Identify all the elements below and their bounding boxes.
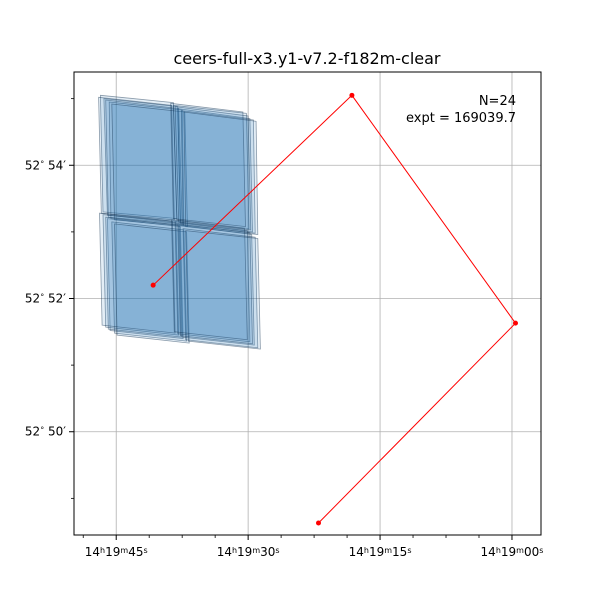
pointing-path-line: [152, 94, 517, 524]
y-tick-label: 52° 54′: [25, 158, 66, 172]
detector-footprint: [174, 221, 251, 343]
detector-footprint: [106, 218, 184, 339]
detector-footprint: [99, 94, 178, 220]
detector-footprint: [108, 101, 185, 226]
exposure-time-label: expt = 169039.7: [406, 111, 516, 126]
grid: [74, 72, 541, 535]
x-tick-label: 14h19m45s: [85, 545, 148, 559]
detector-footprint: [179, 224, 255, 346]
axis-ticks: 14h19m45s 14h19m30s 14h19m15s 14h19m00s 52° …: [25, 98, 544, 559]
detector-footprint: [105, 99, 183, 225]
pointing-marker: [315, 520, 321, 526]
detector-footprint: [99, 212, 176, 334]
detector-footprint: [180, 110, 256, 234]
detector-footprint: [103, 98, 181, 223]
plot-area-border: [73, 71, 542, 536]
y-tick-label: 52° 50′: [25, 425, 66, 439]
detector-footprint: [170, 102, 246, 228]
footprints: [98, 94, 261, 350]
pointing-marker: [512, 320, 518, 326]
detector-footprint: [183, 111, 259, 235]
detector-footprint: [111, 221, 188, 342]
n-exposures-label: N=24: [479, 94, 516, 109]
chart-title: ceers-full-x3.y1-v7.2-f182m-clear: [173, 49, 440, 68]
detector-footprint: [182, 228, 259, 349]
detector-footprint: [177, 223, 253, 345]
detector-footprint: [105, 216, 182, 338]
pointing-marker: [349, 92, 355, 98]
detector-footprint: [111, 103, 188, 228]
y-tick-label: 52° 52′: [25, 292, 66, 306]
detector-footprint: [185, 230, 261, 350]
x-tick-label: 14h19m30s: [217, 545, 280, 559]
x-tick-label: 14h19m00s: [481, 545, 544, 559]
detector-footprint: [177, 108, 253, 233]
pointing-path: [150, 92, 518, 526]
pointing-marker: [150, 282, 156, 288]
detector-footprint: [102, 214, 180, 336]
detector-footprint: [172, 104, 250, 230]
x-tick-label: 14h19m15s: [349, 545, 412, 559]
detector-footprint: [98, 96, 175, 221]
detector-footprint: [174, 106, 252, 231]
